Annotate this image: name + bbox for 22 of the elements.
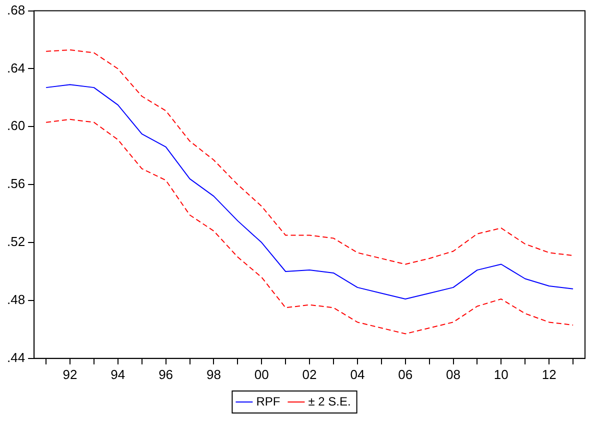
x-tick-label: 98: [206, 366, 221, 382]
x-tick-label: 12: [542, 366, 556, 382]
y-tick-label: .56: [6, 176, 26, 192]
x-tick-label: 94: [110, 366, 126, 382]
x-tick-label: 96: [158, 366, 174, 382]
x-tick-label: 04: [350, 366, 365, 382]
x-tick-label: 02: [302, 366, 317, 382]
y-tick-label: .68: [6, 2, 26, 18]
y-tick-label: .48: [6, 292, 26, 308]
x-tick-label: 92: [62, 366, 78, 382]
y-tick-label: .64: [6, 60, 26, 76]
line-series: [46, 49, 574, 265]
legend-label: ± 2 S.E.: [308, 394, 351, 408]
legend-label: RPF: [256, 394, 280, 408]
x-tick-label: 10: [494, 366, 508, 382]
y-tick-label: .60: [6, 118, 26, 134]
x-tick-label: 06: [398, 366, 413, 382]
x-tick-label: 08: [446, 366, 460, 382]
line-series: [46, 118, 574, 334]
y-tick-label: .52: [6, 234, 26, 250]
x-tick-label: 00: [254, 366, 269, 382]
y-tick-label: .44: [6, 350, 26, 365]
